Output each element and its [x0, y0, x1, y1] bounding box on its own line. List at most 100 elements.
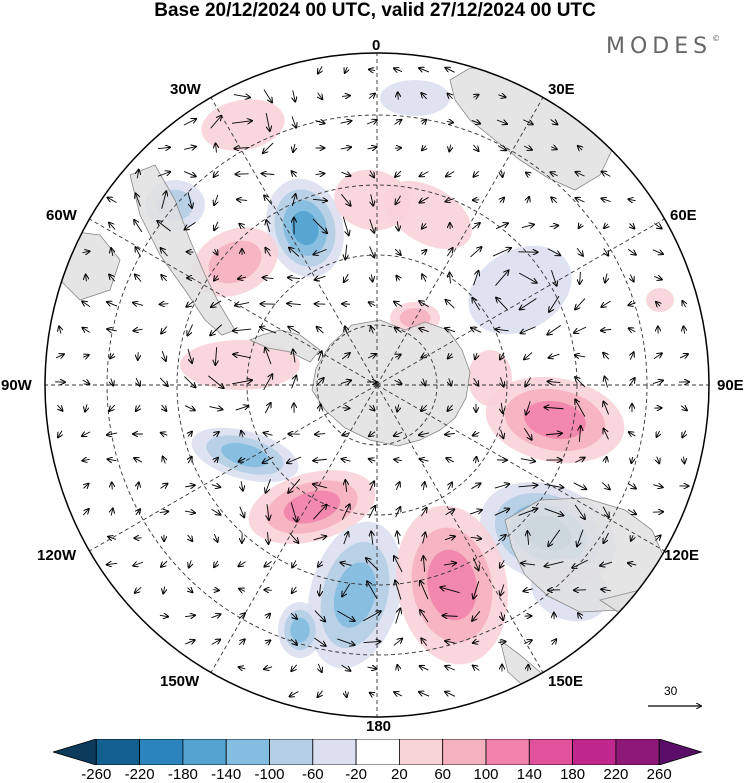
- wind-vector: [393, 639, 402, 646]
- wind-vector: [653, 485, 662, 488]
- wind-vector: [82, 432, 91, 436]
- colorbar-tick-label: 220: [603, 766, 629, 783]
- wind-vector: [446, 458, 454, 462]
- wind-vector: [211, 614, 220, 617]
- anomaly-patch: [283, 490, 341, 524]
- wind-vector: [55, 354, 64, 358]
- wind-vector: [445, 666, 455, 670]
- wind-vector: [419, 433, 430, 435]
- wind-vector: [601, 329, 612, 330]
- wind-vector: [160, 484, 168, 489]
- lon-label-90e: 90E: [717, 377, 744, 394]
- wind-vector: [550, 270, 556, 285]
- wind-vector: [233, 95, 250, 98]
- wind-vector: [473, 271, 479, 286]
- wind-vector: [371, 531, 373, 545]
- wind-vector: [344, 273, 348, 282]
- wind-vector: [161, 560, 168, 567]
- wind-vector: [470, 247, 481, 258]
- wind-vector: [184, 376, 195, 388]
- anomaly-patch: [221, 442, 269, 468]
- wind-vector: [136, 509, 140, 516]
- wind-vector: [342, 583, 351, 597]
- wind-vector: [184, 405, 195, 411]
- wind-vector: [264, 590, 272, 591]
- wind-vector: [500, 560, 504, 567]
- wind-vector: [603, 402, 610, 415]
- wind-vector: [473, 641, 480, 643]
- wind-vector: [159, 615, 168, 616]
- wind-vector: [369, 219, 375, 233]
- colorbar: [53, 739, 703, 765]
- wind-vector: [315, 434, 326, 435]
- wind-vector: [133, 329, 143, 331]
- wind-vector: [521, 563, 535, 565]
- wind-vector: [445, 68, 455, 73]
- wind-vector: [578, 613, 582, 620]
- land-mass: [54, 229, 121, 301]
- wind-vector: [137, 482, 139, 490]
- wind-vector: [419, 692, 430, 697]
- wind-vector: [109, 404, 116, 411]
- wind-vector: [628, 199, 636, 200]
- wind-vector: [574, 326, 587, 333]
- wind-vector: [291, 664, 298, 671]
- colorbar-tick-label: 140: [516, 766, 542, 783]
- colorbar-swatch: [225, 739, 270, 765]
- wind-vector: [601, 589, 611, 591]
- wind-vector: [446, 121, 453, 122]
- wind-vector: [313, 459, 327, 460]
- anomaly-patch: [290, 617, 310, 643]
- wind-vector: [500, 377, 503, 386]
- wind-vector: [498, 95, 505, 97]
- wind-vector: [419, 301, 430, 308]
- wind-vector: [289, 532, 299, 543]
- wind-vector: [293, 350, 295, 363]
- wind-vector: [495, 270, 508, 286]
- wind-vector: [59, 326, 61, 334]
- wind-vector: [628, 563, 637, 565]
- anomaly-patch: [380, 80, 450, 116]
- wind-vector: [395, 608, 401, 624]
- wind-vector: [445, 692, 456, 697]
- wind-vector: [163, 586, 164, 594]
- wind-vector: [575, 172, 585, 176]
- wind-vector: [136, 378, 140, 386]
- wind-vector: [501, 429, 504, 438]
- wind-vector: [496, 298, 509, 311]
- wind-vector: [184, 615, 195, 616]
- colorbar-tick-label: 260: [646, 766, 672, 783]
- wind-vector: [214, 221, 218, 230]
- wind-vector: [422, 120, 426, 125]
- wind-vector: [367, 147, 377, 149]
- wind-vector: [367, 354, 376, 358]
- wind-vector: [423, 482, 424, 490]
- wind-vector: [679, 354, 688, 358]
- wind-vector: [312, 199, 327, 200]
- wind-vector: [544, 407, 564, 409]
- wind-vector: [396, 276, 399, 281]
- wind-vector: [445, 641, 455, 643]
- wind-vector: [548, 529, 561, 546]
- wind-vector: [341, 563, 352, 566]
- wind-vector: [163, 457, 166, 464]
- chart-title: Base 20/12/2024 00 UTC, valid 27/12/2024…: [154, 0, 596, 21]
- wind-vector: [630, 352, 633, 360]
- wind-vector: [267, 504, 269, 520]
- wind-vector: [654, 276, 662, 279]
- wind-vector: [290, 612, 297, 619]
- wind-vector: [395, 328, 402, 333]
- wind-vector: [214, 275, 218, 280]
- wind-vector: [473, 170, 478, 177]
- wind-vector: [605, 457, 606, 464]
- wind-vector: [262, 174, 275, 175]
- wind-vector: [397, 404, 399, 411]
- anomaly-patch: [208, 240, 262, 284]
- anomaly-patch: [646, 288, 674, 312]
- wind-vector: [161, 248, 168, 257]
- wind-vector: [449, 144, 450, 152]
- wind-vector: [342, 96, 350, 97]
- wind-vector: [578, 146, 582, 150]
- wind-vector: [216, 143, 217, 153]
- wind-vector: [233, 329, 252, 331]
